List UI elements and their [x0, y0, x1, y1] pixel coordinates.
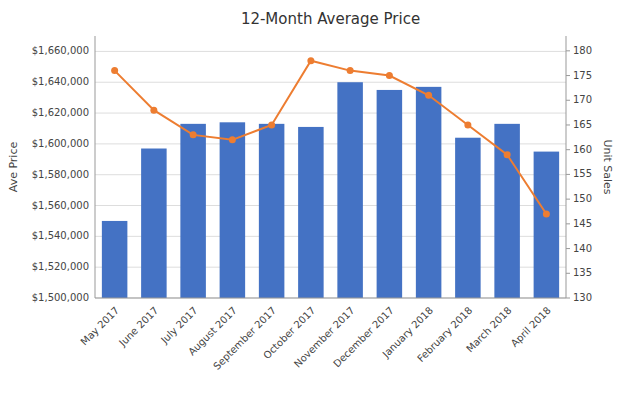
bar — [416, 87, 442, 298]
y-tick-label: $1,500,000 — [32, 292, 89, 303]
y-tick-label: $1,580,000 — [32, 169, 89, 180]
bar — [220, 122, 246, 298]
x-tick-label: May 2017 — [78, 305, 121, 348]
line-marker — [425, 92, 432, 99]
grid-line — [95, 51, 566, 52]
x-tick-label: April 2018 — [509, 305, 553, 349]
grid — [95, 51, 566, 298]
bar — [337, 82, 363, 298]
y2-tick — [566, 149, 570, 150]
y-tick-label: $1,600,000 — [32, 138, 89, 149]
x-tick-label: March 2018 — [464, 305, 514, 355]
bar — [377, 90, 403, 298]
y2-tick-label: 135 — [573, 267, 592, 278]
x-tick-label: December 2017 — [331, 305, 396, 370]
y2-tick — [566, 273, 570, 274]
line-marker — [386, 72, 393, 79]
y-axis-line — [95, 36, 96, 298]
bar — [141, 149, 167, 298]
bar — [298, 127, 324, 298]
y-tick-label: $1,620,000 — [32, 107, 89, 118]
y2-tick — [566, 223, 570, 224]
y2-tick — [566, 174, 570, 175]
y2-tick-label: 175 — [573, 70, 592, 81]
grid-line — [95, 113, 566, 114]
y-tick-label: $1,540,000 — [32, 230, 89, 241]
y2-tick-label: 165 — [573, 119, 592, 130]
y2-tick-label: 130 — [573, 292, 592, 303]
line-marker — [347, 67, 354, 74]
line-marker — [150, 107, 157, 114]
chart-container: $1,500,000 $1,520,000 $1,540,000 $1,560,000… — [0, 0, 621, 396]
y-tick-label: $1,560,000 — [32, 200, 89, 211]
y-tick-label: $1,520,000 — [32, 261, 89, 272]
line-marker — [504, 151, 511, 158]
bar — [102, 221, 128, 298]
y2-axis-label: Unit Sales — [601, 139, 614, 194]
title: 12-Month Average Price — [241, 10, 420, 28]
x-tick-label: September 2017 — [211, 305, 278, 372]
y2-tick — [566, 124, 570, 125]
y2-tick-label: 140 — [573, 243, 592, 254]
y2-tick — [566, 50, 570, 51]
line-marker — [190, 131, 197, 138]
bar — [455, 138, 481, 298]
y2-tick — [566, 298, 570, 299]
line-marker — [111, 67, 118, 74]
bar — [180, 124, 206, 298]
grid-line — [95, 82, 566, 83]
y2-tick-label: 145 — [573, 218, 592, 229]
x-tick-label: July 2017 — [158, 305, 199, 346]
bar — [494, 124, 520, 298]
bar — [534, 152, 560, 298]
bar — [259, 124, 285, 298]
x-tick-label: February 2018 — [415, 305, 474, 364]
x-axis-line — [95, 298, 566, 299]
y2-tick — [566, 199, 570, 200]
y2-axis-line — [566, 36, 567, 298]
line-marker — [543, 210, 550, 217]
y2-tick — [566, 248, 570, 249]
data-layer — [102, 57, 559, 298]
line — [115, 61, 547, 214]
line-marker — [307, 57, 314, 64]
y2-tick-label: 160 — [573, 144, 592, 155]
grid-line — [95, 298, 566, 299]
y2-tick — [566, 75, 570, 76]
line-marker — [229, 136, 236, 143]
y2-tick-label: 155 — [573, 168, 592, 179]
line-marker — [464, 121, 471, 128]
y2-tick-label: 170 — [573, 94, 592, 105]
y-axis-label: Ave Price — [7, 142, 20, 193]
y2-tick-label: 150 — [573, 193, 592, 204]
y2-tick-label: 180 — [573, 45, 592, 56]
x-tick-label: June 2017 — [116, 305, 160, 349]
y-tick-label: $1,660,000 — [32, 45, 89, 56]
y2-tick — [566, 100, 570, 101]
chart-svg: $1,500,000 $1,520,000 $1,540,000 $1,560,000… — [0, 0, 621, 396]
y-tick-label: $1,640,000 — [32, 76, 89, 87]
line-marker — [268, 121, 275, 128]
